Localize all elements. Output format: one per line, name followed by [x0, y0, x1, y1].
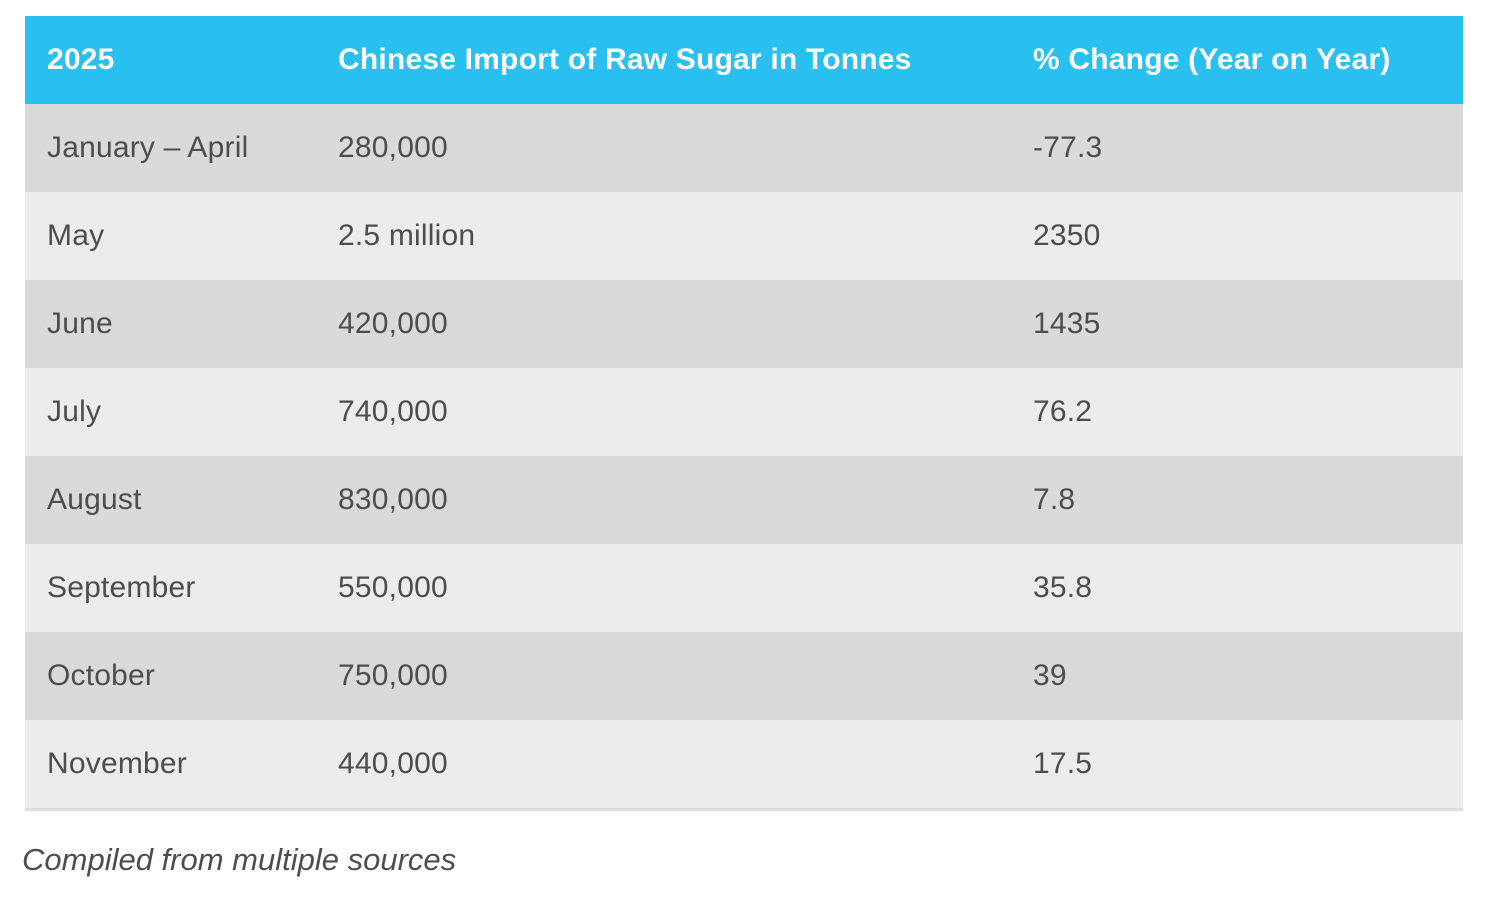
change-cell: 1435 — [1033, 307, 1101, 340]
period-cell: August — [47, 483, 142, 516]
change-cell: 39 — [1033, 659, 1067, 692]
column-header-year: 2025 — [47, 43, 115, 76]
import-cell: 2.5 million — [338, 219, 476, 252]
change-cell: 7.8 — [1033, 483, 1076, 516]
table-row-may: May 2.5 million 2350 — [25, 192, 1463, 280]
import-cell: 740,000 — [338, 395, 448, 428]
change-cell: 35.8 — [1033, 571, 1093, 604]
table-row-july: July 740,000 76.2 — [25, 368, 1463, 456]
import-cell: 830,000 — [338, 483, 448, 516]
table-row-january-april: January – April 280,000 -77.3 — [25, 104, 1463, 192]
change-cell: 17.5 — [1033, 747, 1093, 780]
import-cell: 420,000 — [338, 307, 448, 340]
sugar-import-table: 2025 Chinese Import of Raw Sugar in Tonn… — [25, 16, 1463, 811]
change-cell: 2350 — [1033, 219, 1101, 252]
period-cell: May — [47, 219, 105, 252]
column-header-import: Chinese Import of Raw Sugar in Tonnes — [338, 43, 912, 76]
period-cell: January – April — [47, 131, 249, 164]
change-cell: -77.3 — [1033, 131, 1103, 164]
table-row-october: October 750,000 39 — [25, 632, 1463, 720]
table-row-november: November 440,000 17.5 — [25, 720, 1463, 808]
period-cell: November — [47, 747, 187, 780]
import-cell: 750,000 — [338, 659, 448, 692]
period-cell: September — [47, 571, 196, 604]
table-row-june: June 420,000 1435 — [25, 280, 1463, 368]
table-row-september: September 550,000 35.8 — [25, 544, 1463, 632]
period-cell: July — [47, 395, 102, 428]
table-header-row: 2025 Chinese Import of Raw Sugar in Tonn… — [25, 16, 1463, 104]
table-row-august: August 830,000 7.8 — [25, 456, 1463, 544]
period-cell: June — [47, 307, 113, 340]
import-cell: 280,000 — [338, 131, 448, 164]
column-header-change: % Change (Year on Year) — [1033, 43, 1391, 76]
import-cell: 550,000 — [338, 571, 448, 604]
change-cell: 76.2 — [1033, 395, 1093, 428]
import-cell: 440,000 — [338, 747, 448, 780]
period-cell: October — [47, 659, 156, 692]
table-caption: Compiled from multiple sources — [22, 842, 457, 877]
